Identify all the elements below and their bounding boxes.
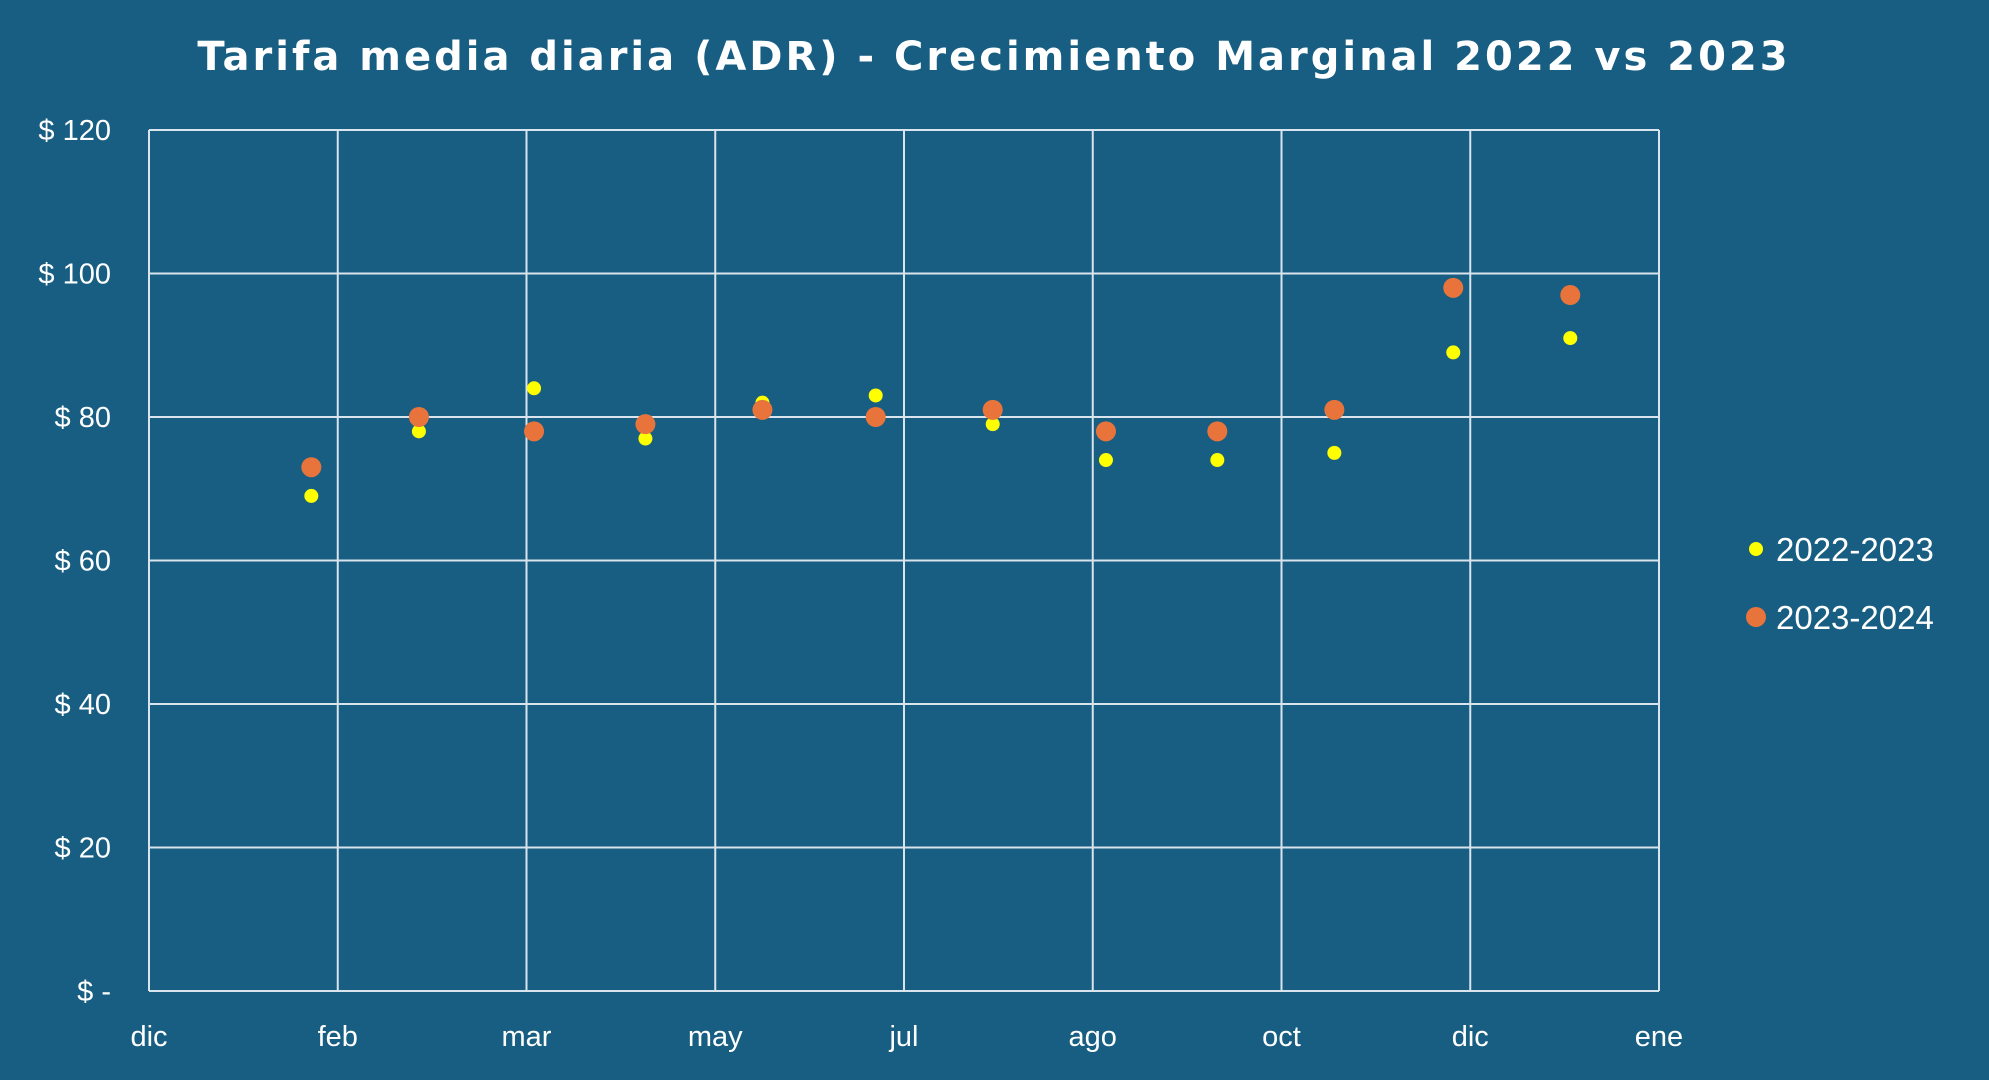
data-point-2023-2024 [408,407,429,427]
x-tick-label: mar [502,1021,552,1053]
data-point-2022-2023 [1210,453,1225,468]
legend: 2022-2023 2023-2024 [1746,531,1934,636]
data-point-2022-2023 [411,424,426,439]
data-point-2022-2023 [527,381,542,396]
y-tick-label: $ 120 [38,115,111,147]
data-point-2022-2023 [1446,345,1461,360]
x-tick-label: jul [888,1021,918,1053]
chart-title: Tarifa media diaria (ADR) - Crecimiento … [197,34,1790,80]
y-tick-label: $ 60 [55,546,111,578]
y-axis-tick-labels: $ - $ 20 $ 40 $ 60 $ 80 $ 100 $ 120 [38,115,111,1008]
grid-lines [148,129,1660,992]
data-point-2023-2024 [635,414,656,435]
x-tick-label: may [688,1021,743,1053]
data-point-2022-2023 [868,388,883,403]
data-points [301,277,1581,503]
data-point-2022-2023 [985,417,1000,432]
x-tick-label: ago [1069,1021,1117,1053]
y-tick-label: $ 80 [55,402,111,434]
legend-label: 2022-2023 [1776,531,1934,568]
data-point-2023-2024 [865,407,886,427]
data-point-2022-2023 [1563,331,1578,346]
data-point-2023-2024 [982,399,1003,420]
data-point-2022-2023 [304,488,319,503]
x-tick-label: oct [1262,1021,1301,1053]
legend-marker [1749,542,1763,556]
legend-marker [1746,607,1766,627]
data-point-2023-2024 [1207,421,1228,442]
data-point-2023-2024 [752,399,773,420]
y-tick-label: $ 20 [55,833,111,865]
data-point-2023-2024 [1560,285,1581,306]
data-point-2023-2024 [524,421,545,442]
data-point-2022-2023 [1327,445,1342,460]
data-point-2022-2023 [638,431,653,446]
x-tick-label: ene [1635,1021,1683,1053]
legend-label: 2023-2024 [1776,599,1934,636]
y-tick-label: $ 100 [38,259,111,291]
data-point-2023-2024 [1095,421,1116,442]
x-tick-label: dic [130,1021,167,1053]
x-tick-label: feb [318,1021,358,1053]
x-axis-tick-labels: dic feb mar may jul ago oct dic ene [130,1021,1683,1053]
data-point-2023-2024 [301,457,322,478]
x-tick-label: dic [1452,1021,1489,1053]
data-point-2023-2024 [1324,399,1345,420]
data-point-2023-2024 [1443,277,1464,298]
y-tick-label: $ 40 [55,689,111,721]
y-tick-label: $ - [77,976,111,1008]
data-point-2022-2023 [1098,453,1113,468]
